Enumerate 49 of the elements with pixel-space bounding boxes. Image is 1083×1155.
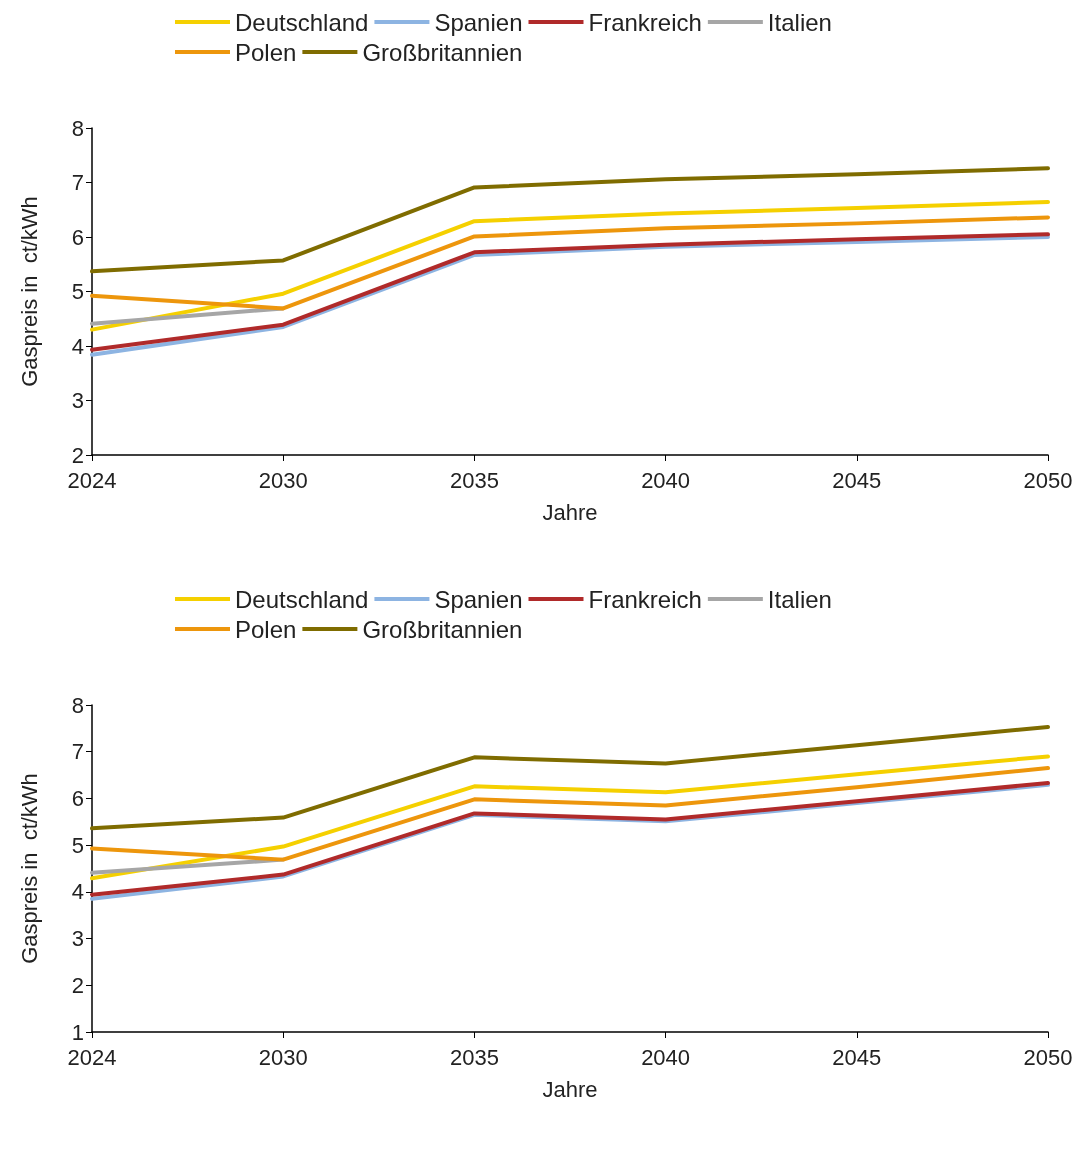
y-tick-label: 1 [71, 1019, 84, 1045]
legend-label: Großbritannien [362, 38, 523, 66]
x-tick-label: 2030 [258, 1044, 308, 1070]
legend-label: Deutschland [235, 8, 369, 36]
y-axis-title: Gaspreis in ct/kWh [16, 773, 42, 964]
y-tick-label: 5 [71, 279, 84, 304]
legend-label: Italien [767, 585, 832, 613]
x-tick-label: 2040 [641, 1044, 691, 1070]
x-tick-label: 2045 [832, 467, 882, 493]
x-axis-title: Jahre [542, 499, 598, 525]
x-tick-label: 2024 [67, 467, 117, 493]
y-tick-label: 2 [71, 972, 84, 998]
y-tick-label: 8 [71, 115, 84, 141]
y-tick-label: 6 [71, 785, 84, 811]
legend-label: Deutschland [235, 585, 369, 613]
legend-label: Frankreich [588, 8, 702, 36]
x-tick-label: 2045 [832, 1044, 882, 1070]
line-series [90, 724, 1050, 831]
x-tick-label: 2040 [641, 467, 691, 493]
y-tick-label: 6 [71, 224, 84, 250]
legend-label: Spanien [434, 8, 523, 36]
line-series [90, 766, 1050, 862]
y-tick-label: 5 [71, 832, 84, 858]
line-series [90, 215, 1050, 311]
line-series [90, 200, 1050, 332]
y-tick-label: 3 [71, 926, 84, 952]
legend-label: Polen [235, 38, 297, 66]
y-tick-label: 7 [71, 170, 84, 195]
legend-label: Spanien [434, 585, 523, 613]
x-tick-label: 2050 [1023, 1044, 1073, 1070]
x-tick-label: 2035 [449, 1044, 499, 1070]
y-tick-label: 4 [71, 879, 84, 905]
legend-label: Großbritannien [362, 615, 523, 643]
y-tick-label: 2 [71, 442, 84, 468]
line-series [90, 166, 1050, 274]
line-series [90, 754, 1050, 881]
y-tick-label: 8 [71, 692, 84, 718]
y-axis-title: Gaspreis in ct/kWh [16, 196, 42, 387]
x-tick-label: 2024 [67, 1044, 117, 1070]
legend-label: Frankreich [588, 585, 702, 613]
y-tick-label: 3 [71, 388, 84, 413]
x-axis-title: Jahre [542, 1076, 598, 1102]
y-tick-label: 7 [71, 739, 84, 765]
legend-label: Polen [235, 615, 297, 643]
y-tick-label: 4 [71, 333, 84, 359]
x-tick-label: 2030 [258, 467, 308, 493]
x-tick-label: 2035 [449, 467, 499, 493]
x-tick-label: 2050 [1023, 467, 1073, 493]
legend-label: Italien [767, 8, 832, 36]
